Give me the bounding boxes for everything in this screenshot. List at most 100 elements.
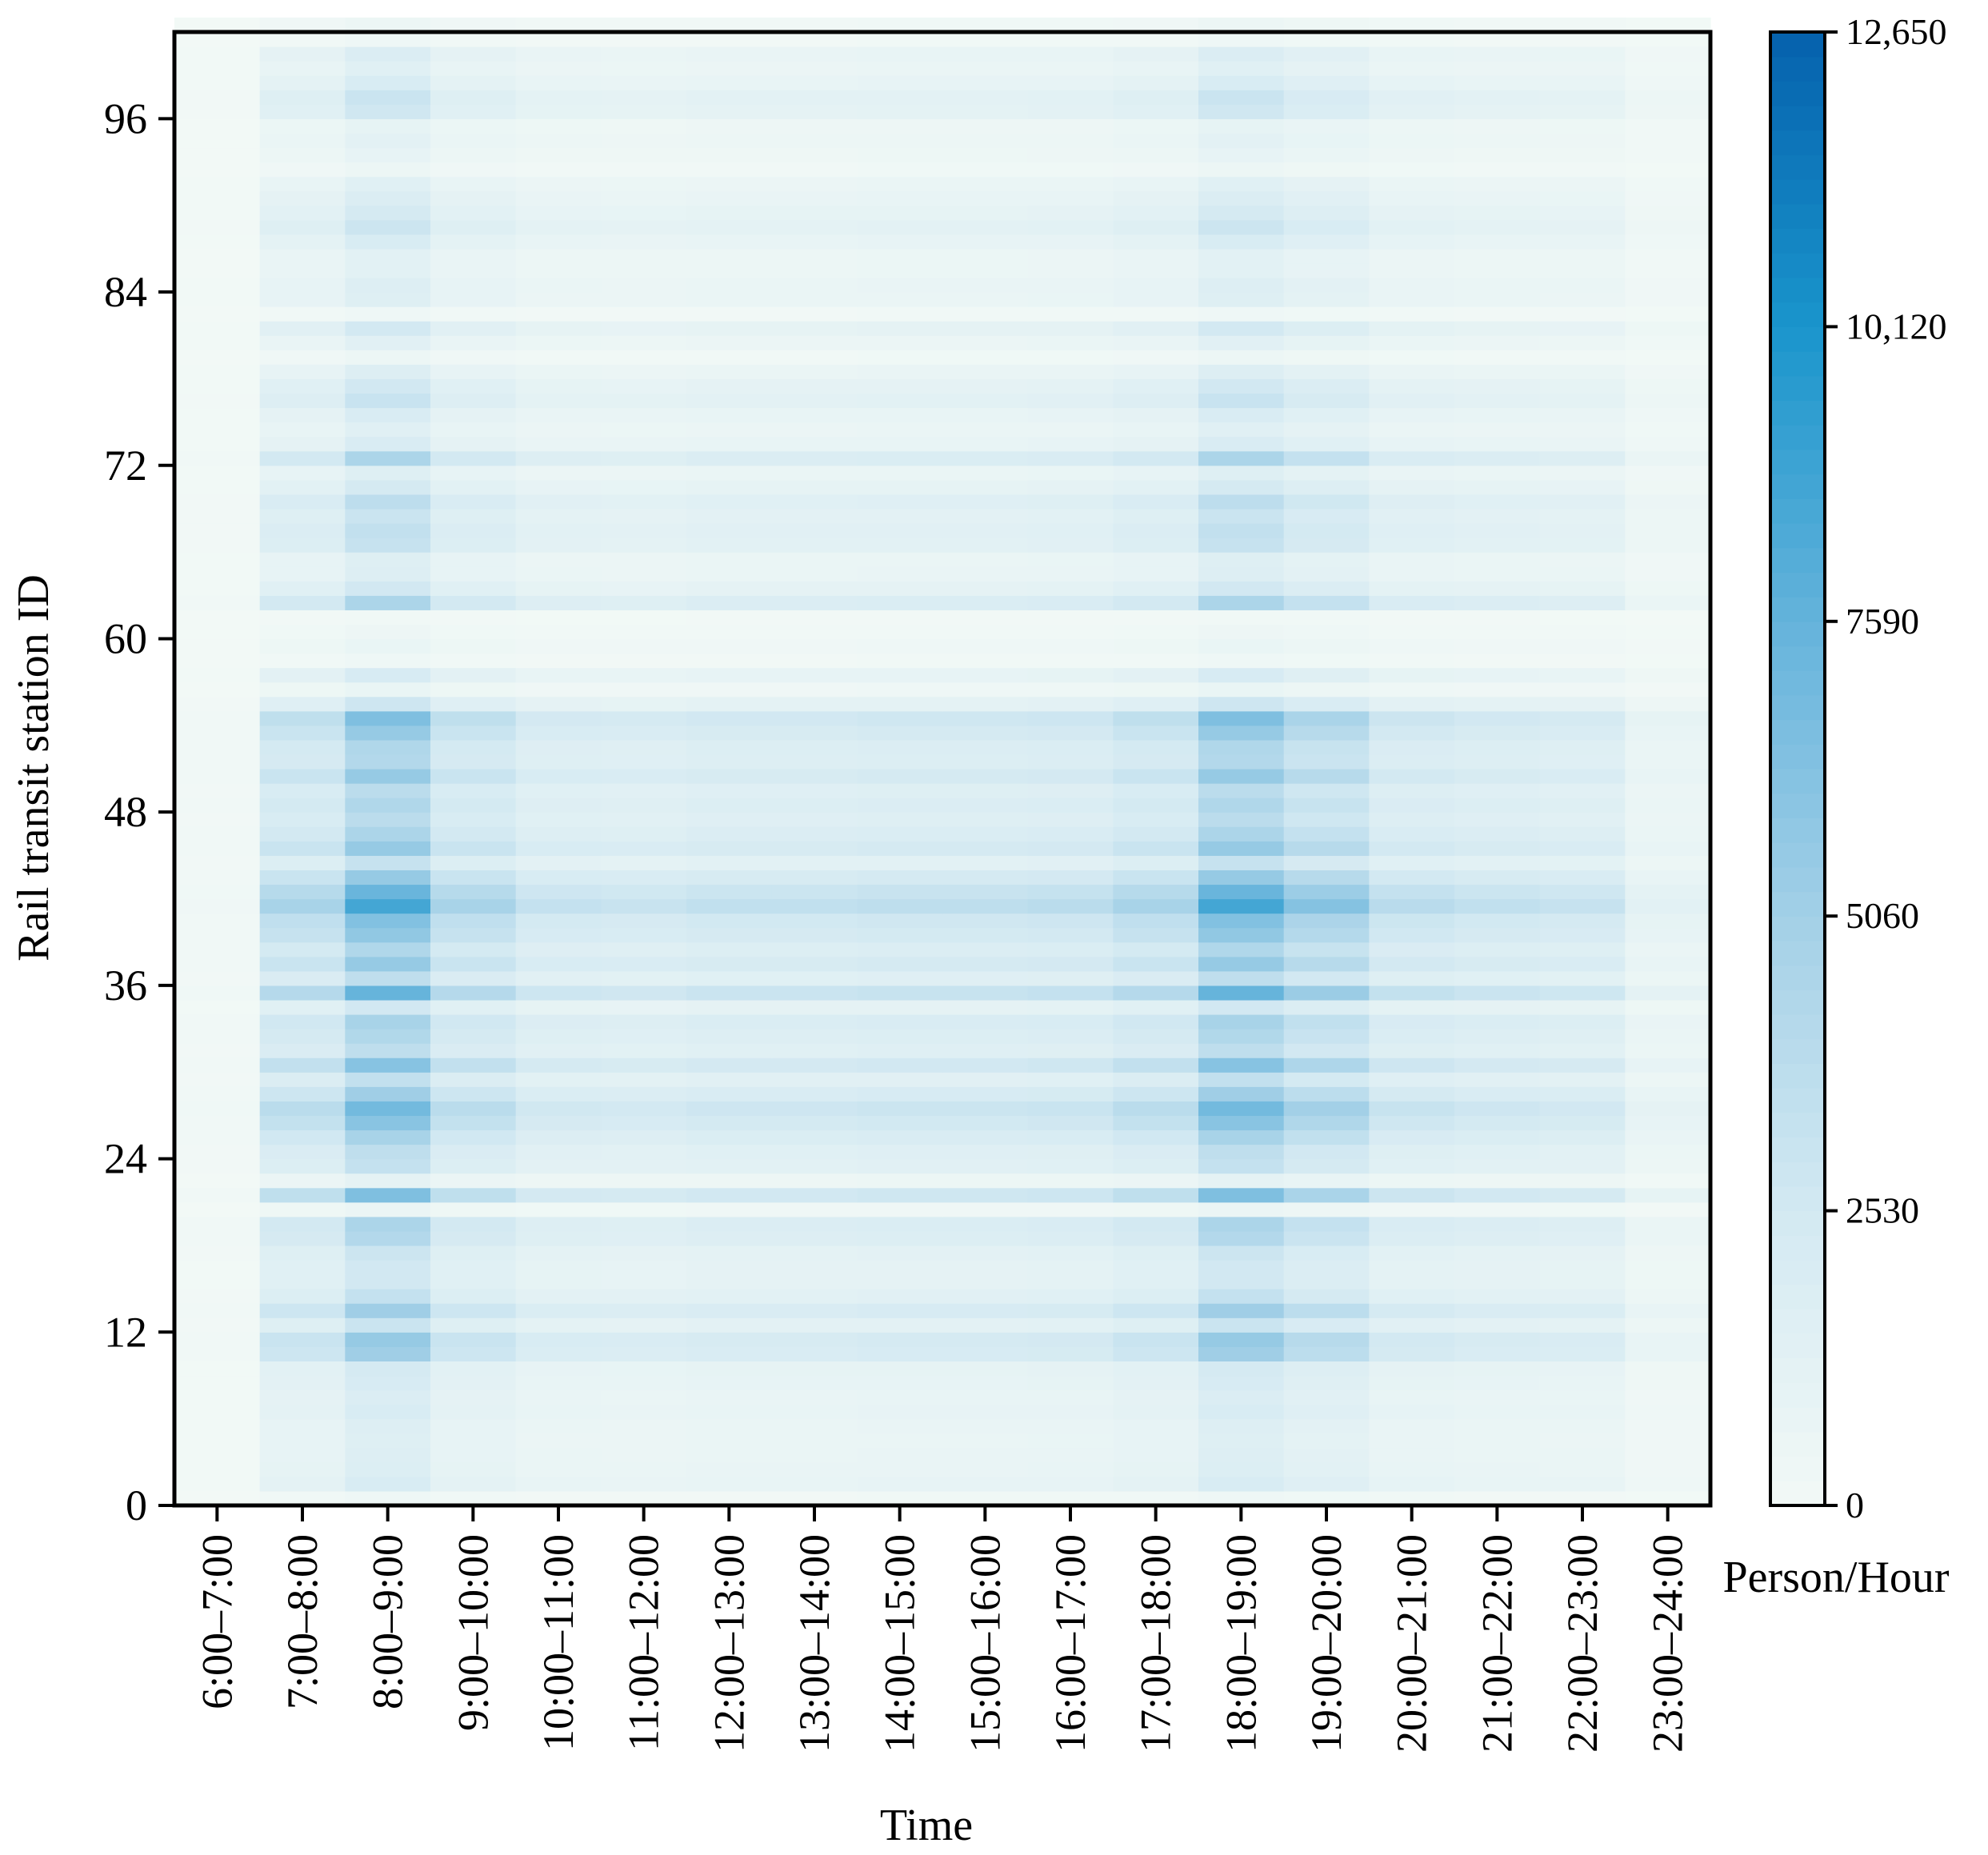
heatmap-cell: [601, 1461, 687, 1477]
heatmap-cell: [515, 1476, 602, 1492]
heatmap-cell: [942, 118, 1029, 134]
heatmap-cell: [174, 798, 261, 813]
heatmap-cell: [857, 638, 943, 654]
heatmap-cell: [771, 1014, 858, 1029]
heatmap-cell: [1625, 1303, 1711, 1318]
heatmap-cell: [1625, 147, 1711, 163]
heatmap-cell: [1027, 436, 1114, 452]
heatmap-cell: [1625, 133, 1711, 149]
heatmap-cell: [1369, 1086, 1455, 1101]
heatmap-cell: [430, 1332, 517, 1347]
heatmap-cell: [1113, 1158, 1199, 1174]
heatmap-cell: [1027, 769, 1114, 784]
heatmap-cell: [601, 1086, 687, 1101]
heatmap-cell: [1369, 538, 1455, 553]
heatmap-cell: [1027, 393, 1114, 409]
heatmap-cell: [857, 913, 943, 929]
heatmap-cell: [259, 1072, 346, 1087]
heatmap-cell: [857, 1361, 943, 1377]
heatmap-cell: [1369, 624, 1455, 640]
heatmap-cell: [857, 1029, 943, 1044]
heatmap-cell: [1113, 32, 1199, 47]
colorbar-step: [1770, 694, 1825, 721]
heatmap-cell: [1113, 292, 1199, 307]
heatmap-cell: [430, 1447, 517, 1463]
heatmap-cell: [259, 985, 346, 1001]
heatmap-cell: [1539, 407, 1626, 423]
heatmap-cell: [515, 176, 602, 192]
heatmap-cell: [430, 422, 517, 438]
heatmap-cell: [259, 1476, 346, 1492]
heatmap-cell: [1283, 147, 1370, 163]
heatmap-cell: [686, 1303, 773, 1318]
heatmap-cell: [1454, 927, 1541, 943]
heatmap-cell: [1625, 364, 1711, 380]
heatmap-cell: [515, 450, 602, 466]
heatmap-cell: [1454, 465, 1541, 481]
heatmap-cell: [857, 1216, 943, 1232]
heatmap-cell: [1539, 465, 1626, 481]
heatmap-cell: [942, 1086, 1029, 1101]
heatmap-cell: [515, 479, 602, 495]
heatmap-cell: [1539, 884, 1626, 900]
heatmap-cell: [686, 1476, 773, 1492]
heatmap-cell: [1027, 1173, 1114, 1189]
x-tick-label: 9:00–10:00: [449, 1534, 497, 1731]
heatmap-cell: [686, 422, 773, 438]
heatmap-cell: [430, 913, 517, 929]
heatmap-cell: [686, 1158, 773, 1174]
heatmap-cell: [1027, 624, 1114, 640]
heatmap-cell: [259, 1216, 346, 1232]
heatmap-cell: [1283, 1086, 1370, 1101]
heatmap-cell: [345, 870, 431, 886]
heatmap-cell: [1027, 1490, 1114, 1506]
heatmap-cell: [1113, 364, 1199, 380]
heatmap-cell: [174, 1144, 261, 1160]
heatmap-cell: [1539, 321, 1626, 336]
heatmap-cell: [345, 450, 431, 466]
heatmap-cell: [942, 1115, 1029, 1131]
heatmap-cell: [1369, 1230, 1455, 1246]
heatmap-cell: [601, 1115, 687, 1131]
heatmap-cell: [430, 970, 517, 986]
heatmap-cell: [1198, 162, 1285, 178]
heatmap-cell: [942, 1289, 1029, 1304]
heatmap-cell: [515, 335, 602, 350]
heatmap-cell: [1369, 1375, 1455, 1391]
heatmap-cell: [857, 176, 943, 192]
colorbar-step: [1770, 1382, 1825, 1408]
heatmap-cell: [857, 17, 943, 33]
heatmap-cell: [771, 234, 858, 250]
heatmap-cell: [1539, 1274, 1626, 1289]
heatmap-cell: [174, 538, 261, 553]
heatmap-cell: [771, 335, 858, 350]
heatmap-cell: [1198, 61, 1285, 76]
heatmap-cell: [1454, 941, 1541, 957]
heatmap-cell: [1454, 610, 1541, 626]
heatmap-cell: [1113, 1289, 1199, 1304]
heatmap-cell: [1369, 407, 1455, 423]
heatmap-cell: [686, 1014, 773, 1029]
heatmap-cell: [686, 624, 773, 640]
heatmap-cell: [430, 1101, 517, 1117]
heatmap-cell: [686, 1289, 773, 1304]
heatmap-cell: [1369, 1129, 1455, 1145]
heatmap-cell: [174, 61, 261, 76]
heatmap-cell: [942, 941, 1029, 957]
heatmap-cell: [1625, 1014, 1711, 1029]
heatmap-cell: [1539, 970, 1626, 986]
heatmap-cell: [1198, 436, 1285, 452]
heatmap-cell: [1027, 638, 1114, 654]
heatmap-cell: [1454, 1158, 1541, 1174]
heatmap-cell: [1369, 870, 1455, 886]
heatmap-cell: [1369, 190, 1455, 206]
heatmap-cell: [942, 999, 1029, 1015]
heatmap-cell: [345, 147, 431, 163]
colorbar-step: [1770, 56, 1825, 82]
heatmap-cell: [515, 1447, 602, 1463]
heatmap-cell: [1027, 248, 1114, 264]
heatmap-cell: [1027, 870, 1114, 886]
heatmap-cell: [771, 1433, 858, 1449]
heatmap-cell: [1113, 1476, 1199, 1492]
heatmap-cell: [430, 927, 517, 943]
